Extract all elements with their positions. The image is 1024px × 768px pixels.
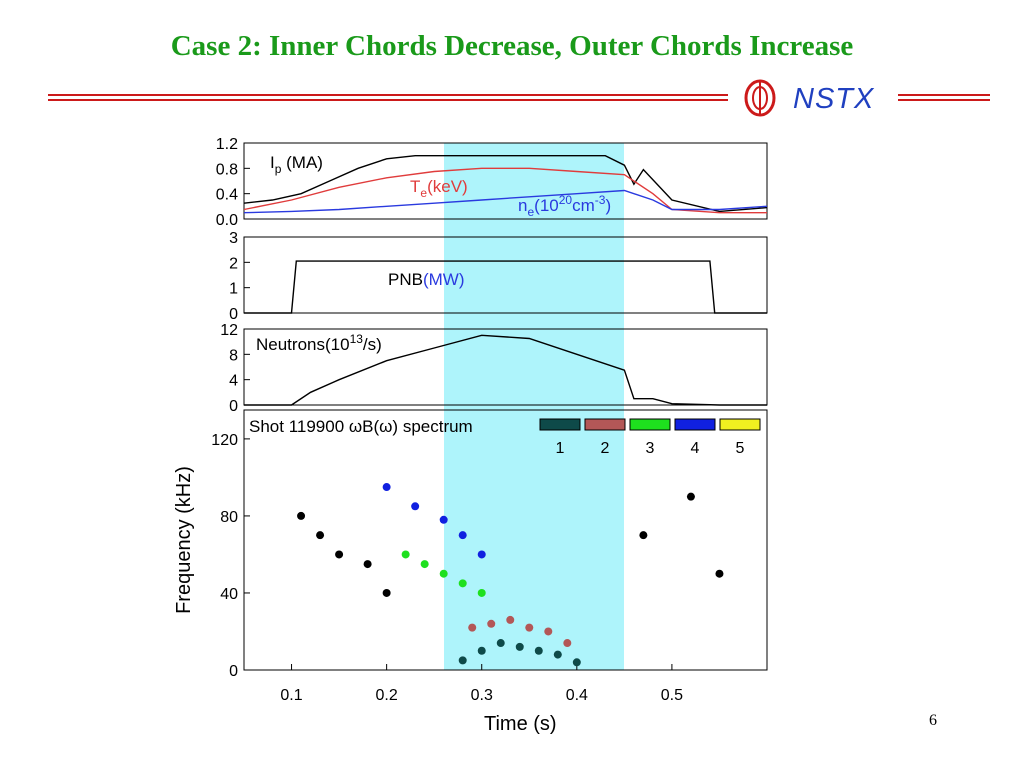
ne-label: ne(1020cm-3) <box>518 193 611 219</box>
y-tick-label: 40 <box>220 586 238 603</box>
y-tick-label: 8 <box>229 347 238 364</box>
series-point <box>715 569 724 578</box>
series-point <box>458 531 467 540</box>
series-point <box>477 588 486 597</box>
y-tick-label: 0 <box>229 306 238 323</box>
series-point <box>468 623 477 632</box>
series-point <box>382 588 391 597</box>
panel-plasma: 0.0 0.4 0.8 1.2 Ip (MA) Te(keV) ne(1020cm-3… <box>216 136 768 229</box>
y-tick-label: 2 <box>229 255 238 272</box>
y-axis-label: Frequency (kHz) <box>173 466 195 614</box>
series-point <box>335 550 344 559</box>
series-point <box>458 579 467 588</box>
series-point <box>477 550 486 559</box>
spectrum-x-ticks: 0.1 0.2 0.3 0.4 0.5 <box>280 664 683 704</box>
legend-swatch <box>584 418 626 431</box>
series-point <box>439 569 448 578</box>
series-point <box>572 658 581 667</box>
panel-neutrons: 0 4 8 12 Neutrons(1013/s) <box>220 322 768 415</box>
panel-pnb: 0 1 2 3 PNB(MW) <box>229 230 768 323</box>
x-tick-label: 0.5 <box>661 687 683 704</box>
series-point <box>496 639 505 648</box>
legend-swatch <box>674 418 716 431</box>
te-label: Te(keV) <box>410 177 468 200</box>
series-point <box>506 615 515 624</box>
nstx-header-bar: NSTX <box>48 79 990 117</box>
legend-swatch <box>539 418 581 431</box>
time-window-highlight <box>444 143 624 670</box>
y-tick-label: 0 <box>229 663 238 680</box>
y-tick-label: 1.2 <box>216 136 238 153</box>
spectrum-y-ticks: 0 40 80 120 <box>211 432 250 680</box>
slide-title: Case 2: Inner Chords Decrease, Outer Cho… <box>170 30 854 62</box>
series-point <box>515 642 524 651</box>
pnb-y-ticks: 0 1 2 3 <box>229 230 250 323</box>
plasma-series <box>243 154 768 214</box>
y-tick-label: 0.8 <box>216 161 238 178</box>
y-tick-label: 0.4 <box>216 187 238 204</box>
series-line <box>244 260 767 314</box>
series-point <box>534 646 543 655</box>
legend-swatch <box>629 418 671 431</box>
panel-spectrum: 0 40 80 120 0.1 0.2 0.3 0.4 0.5 1 2 3 4 5 Shot 1199… <box>173 409 768 735</box>
y-tick-label: 120 <box>211 432 238 449</box>
y-tick-label: 0 <box>229 398 238 415</box>
series-point <box>382 483 391 492</box>
series-line <box>243 189 768 214</box>
page-number: 6 <box>929 712 937 729</box>
series-line <box>244 334 767 406</box>
y-tick-label: 0.0 <box>216 212 238 229</box>
x-tick-label: 0.1 <box>280 687 302 704</box>
series-point <box>420 560 429 569</box>
series-point <box>411 502 420 511</box>
legend-label: 1 <box>556 440 565 457</box>
series-point <box>544 627 553 636</box>
x-tick-label: 0.4 <box>566 687 588 704</box>
series-point <box>686 492 695 501</box>
nstx-logo-icon <box>744 79 776 117</box>
plasma-y-ticks: 0.0 0.4 0.8 1.2 <box>216 136 250 229</box>
series-point <box>363 560 372 569</box>
series-point <box>525 623 534 632</box>
y-tick-label: 1 <box>229 281 238 298</box>
nstx-logo-text: NSTX <box>793 83 875 115</box>
spectrum-annotation: Shot 119900 ωB(ω) spectrum <box>249 417 473 436</box>
legend-label: 4 <box>691 440 700 457</box>
spectrum-series <box>297 483 724 667</box>
series-line <box>243 154 768 213</box>
series-point <box>487 619 496 628</box>
series-point <box>563 639 572 648</box>
series-point <box>439 515 448 524</box>
series-point <box>639 531 648 540</box>
legend-label: 3 <box>646 440 655 457</box>
neutrons-label: Neutrons(1013/s) <box>256 332 382 354</box>
y-tick-label: 4 <box>229 373 238 390</box>
legend-swatch <box>719 418 761 431</box>
legend-label: 2 <box>601 440 610 457</box>
series-point <box>477 646 486 655</box>
series-point <box>553 650 562 659</box>
legend-label: 5 <box>736 440 745 457</box>
series-point <box>458 656 467 665</box>
y-tick-label: 80 <box>220 509 238 526</box>
neutrons-series <box>244 334 767 406</box>
series-point <box>401 550 410 559</box>
spectrum-legend: 1 2 3 4 5 <box>539 418 761 457</box>
x-tick-label: 0.3 <box>471 687 493 704</box>
series-point <box>316 531 325 540</box>
x-tick-label: 0.2 <box>376 687 398 704</box>
y-tick-label: 3 <box>229 230 238 247</box>
neutrons-y-ticks: 0 4 8 12 <box>220 322 250 415</box>
pnb-series <box>244 260 767 314</box>
pnb-label: PNB(MW) <box>388 270 465 289</box>
series-point <box>297 511 306 520</box>
x-axis-label: Time (s) <box>484 713 557 735</box>
y-tick-label: 12 <box>220 322 238 339</box>
ip-label: Ip (MA) <box>270 153 323 176</box>
